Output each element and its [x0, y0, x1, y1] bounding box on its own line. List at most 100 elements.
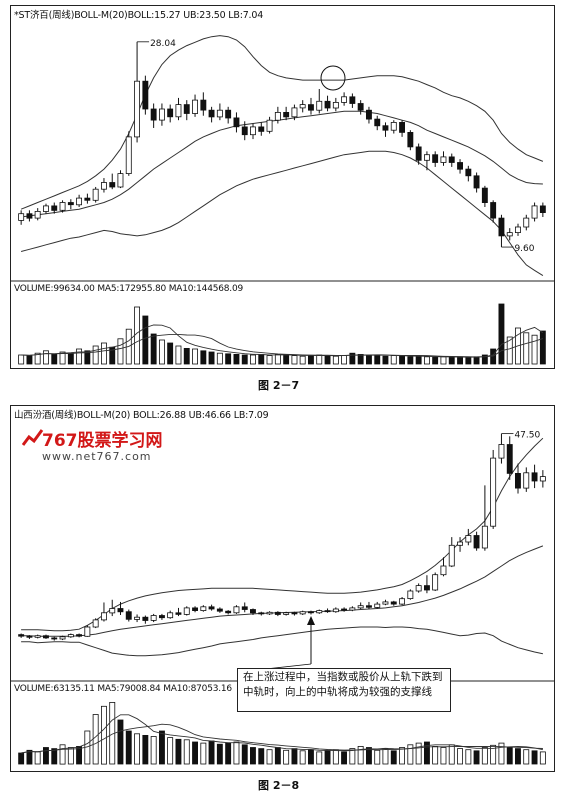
chart-1-candle	[523, 214, 530, 231]
chart-2-candle	[241, 602, 248, 613]
chart-1-volume-bar	[307, 355, 314, 365]
chart-1-volume-bar	[233, 353, 240, 365]
chart-1-candle	[216, 103, 223, 121]
chart-1-volume-bar	[374, 355, 381, 365]
chart-2-volume-bar	[76, 745, 82, 765]
chart-2-candle	[432, 572, 439, 592]
chart-1-candle	[117, 170, 124, 189]
chart-1-candle	[283, 106, 290, 121]
chart-1-volume-bar	[67, 352, 74, 365]
chart-2-volume-bar	[349, 748, 356, 765]
chart-1-volume-bar	[423, 356, 430, 365]
chart-1-volume-bar	[299, 355, 306, 365]
chart-1-volume-bar	[498, 303, 505, 365]
chart-2-volume-bar	[432, 745, 439, 765]
chart-2-volume-bar	[192, 741, 198, 765]
chart-2-candle	[349, 606, 356, 612]
chart-2-volume-bar	[399, 747, 405, 765]
chart-1-volume-bar	[291, 355, 298, 365]
chart-1-volume-bar	[51, 353, 58, 365]
chart-2-volume-bar	[216, 743, 223, 765]
chart-1-volume-bar	[415, 355, 422, 365]
chart-2-volume-bar	[299, 750, 306, 765]
chart-2-volume-bar	[266, 749, 273, 765]
chart-1-candle	[481, 185, 488, 207]
chart-1-volume-bar	[283, 354, 290, 365]
chart-2-volume-ma10-line	[21, 723, 543, 754]
chart-1-volume-bar	[357, 353, 364, 365]
chart-2-candle	[158, 613, 165, 620]
chart-2-candle	[43, 634, 49, 639]
chart-1-volume-bar	[481, 354, 488, 365]
chart-2-candle	[200, 605, 207, 612]
chart-1-candle	[26, 210, 33, 222]
chart-2-candle	[183, 606, 190, 616]
chart-1-volume-bar	[332, 355, 339, 365]
chart-2-boll-ub-line	[21, 437, 544, 632]
chart-2-candle	[357, 602, 364, 610]
chart-1-candle	[390, 120, 397, 134]
chart-1-candle	[407, 130, 414, 151]
chart-1-candle	[531, 202, 538, 222]
chart-1-volume-bar	[117, 338, 124, 365]
chart-2-volume-bar	[490, 744, 497, 765]
chart-1-volume-bar	[390, 355, 397, 365]
chart-1-candle	[374, 115, 381, 131]
chart-1-volume-header: VOLUME:99634.00 MA5:172955.80 MA10:14456…	[14, 284, 244, 294]
chart-2-volume-bar	[382, 748, 389, 765]
chart-2-candle	[299, 610, 306, 615]
chart-2-volume-bar	[341, 751, 347, 765]
chart-2-volume-bar	[43, 747, 49, 765]
chart-1-candle	[341, 92, 347, 106]
chart-1-candle	[175, 97, 182, 121]
chart-1-low-label: 9.60	[514, 244, 534, 254]
chart-2-candle	[84, 625, 91, 637]
chart-1-candle	[51, 202, 58, 214]
chart-2-volume-bar	[150, 736, 157, 765]
chart-1-volume-bar	[249, 354, 256, 365]
chart-1-candle	[506, 228, 513, 241]
chart-2-candle	[142, 615, 149, 624]
chart-2-volume-bar	[498, 742, 505, 765]
chart-2-volume-bar	[18, 752, 25, 765]
chart-1-candle	[399, 120, 405, 137]
chart-2-candle	[365, 601, 372, 610]
chart-1-candle	[200, 92, 207, 116]
chart-2-candle	[514, 463, 521, 494]
chart-1-volume-bar	[216, 352, 223, 365]
chart-1-candle	[349, 93, 356, 108]
figure-caption-2: 图 2－8	[258, 779, 300, 792]
chart-1-volume-ma10-line	[21, 333, 544, 358]
site-logo: 767股票学习网 www.net767.com	[22, 424, 172, 472]
chart-1-candle	[34, 208, 41, 221]
chart-1-candle	[514, 223, 521, 236]
chart-1-candle	[192, 94, 198, 117]
chart-2-candle	[440, 557, 447, 577]
chart-1-candle	[357, 100, 364, 115]
chart-2-volume-bar	[59, 744, 66, 765]
chart-2-candle	[92, 618, 99, 629]
chart-2-volume-bar	[208, 740, 215, 765]
chart-2-boll-mb-line	[21, 545, 544, 637]
chart-2-volume-bar	[506, 747, 513, 765]
chart-1-svg: 28.04 9.60	[11, 35, 554, 365]
chart-2-volume-bar	[440, 747, 447, 765]
chart-2-volume-bar	[274, 747, 281, 765]
chart-1-volume-bar	[432, 356, 439, 365]
chart-2-volume-bar	[92, 714, 99, 765]
chart-1-volume-bar	[274, 353, 281, 365]
chart-1-candle	[18, 210, 25, 225]
chart-1-volume-bar	[539, 330, 546, 365]
chart-2-volume-bar	[142, 734, 149, 765]
chart-1-candle	[225, 106, 232, 124]
chart-2-candle	[274, 611, 281, 617]
chart-1-volume-bar	[59, 351, 66, 365]
chart-2-candle	[490, 449, 497, 529]
chart-1-volume-bar	[506, 336, 513, 365]
chart-2-candle	[125, 609, 132, 622]
chart-1-candle	[307, 97, 314, 115]
chart-1-boll-lb-line	[20, 150, 544, 277]
chart-1-candle	[109, 173, 116, 190]
chart-2-volume-bar	[374, 749, 381, 765]
logo-icon	[22, 429, 44, 446]
